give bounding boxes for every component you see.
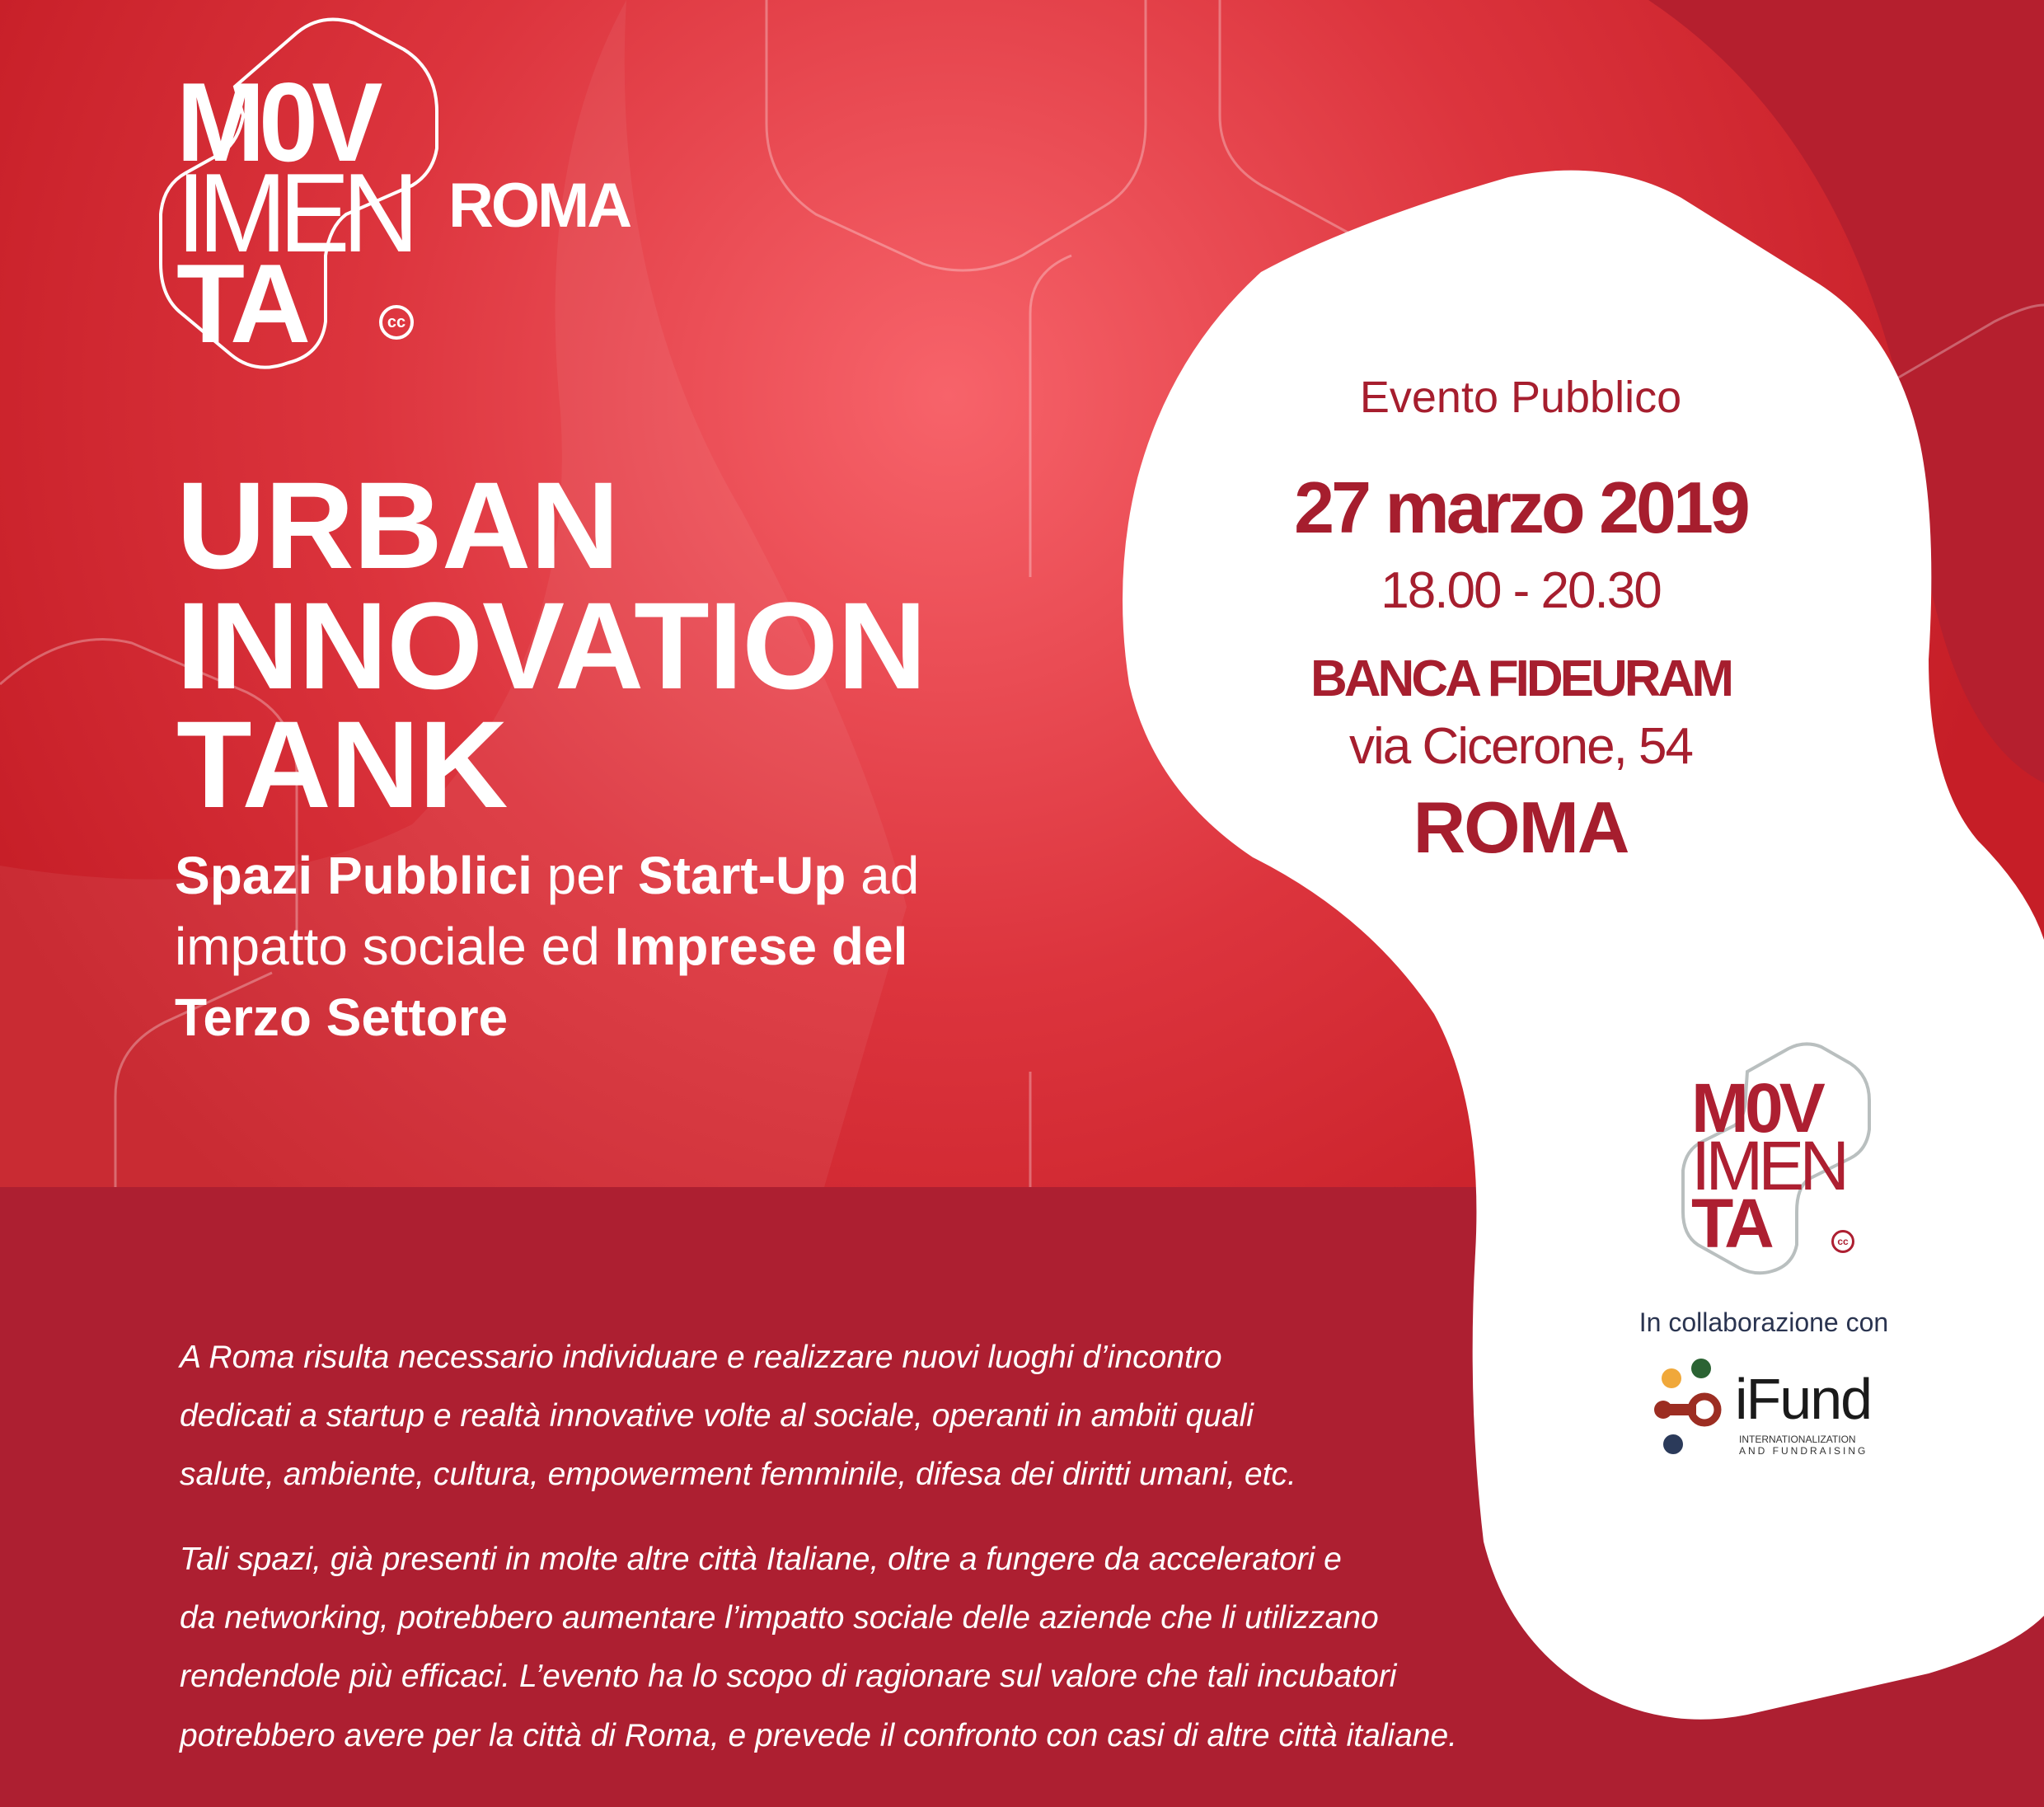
- cc-icon: cc: [1831, 1230, 1854, 1253]
- subtitle-text: Imprese del: [614, 917, 908, 976]
- subtitle-line-2: impatto sociale ed Imprese del: [175, 920, 907, 973]
- logo-hexagon-outline: [1681, 1042, 1871, 1275]
- subtitle-text: impatto sociale ed: [175, 917, 615, 976]
- subtitle-text: ad: [846, 846, 920, 905]
- logo-line-2: IMEN: [176, 150, 420, 275]
- ifund-logo: iFund INTERNATIONALIZATION AND FUNDRAISI…: [1648, 1352, 1887, 1463]
- event-info-panel: [1123, 170, 2044, 1720]
- subtitle-text: per: [532, 846, 638, 905]
- ifund-name: iFund: [1735, 1367, 1873, 1431]
- collab-label: In collaborazione con: [1638, 1307, 1889, 1337]
- logo-line-2: IMEN: [1691, 1127, 1849, 1204]
- description-line: rendendole più efficaci. L’evento ha lo …: [180, 1659, 1397, 1694]
- event-type: Evento Pubblico: [1359, 373, 1682, 422]
- subtitle-text: Spazi Pubblici: [175, 846, 532, 905]
- subtitle-text: Terzo Settore: [175, 988, 509, 1047]
- event-city: ROMA: [1413, 786, 1630, 868]
- title-line-1: URBAN: [176, 456, 620, 594]
- description-line: salute, ambiente, cultura, empowerment f…: [180, 1457, 1296, 1492]
- movimenta-logo: M0V IMEN TA cc: [157, 8, 618, 379]
- description-line: A Roma risulta necessario individuare e …: [180, 1340, 1222, 1375]
- cc-icon: cc: [379, 305, 414, 340]
- movimenta-logo-small: M0V IMEN TA cc: [1673, 1039, 1879, 1278]
- event-date: 27 marzo 2019: [1294, 467, 1751, 548]
- logo-line-1: M0V: [1691, 1069, 1826, 1147]
- logo-line-1: M0V: [176, 59, 382, 185]
- title-line-2: INNOVATION: [176, 576, 926, 715]
- logo-line-3: TA: [1691, 1185, 1774, 1262]
- description-line: Tali spazi, già presenti in molte altre …: [180, 1542, 1342, 1577]
- description-line: potrebbero avere per la città di Roma, e…: [180, 1718, 1458, 1753]
- description-line: dedicati a startup e realtà innovative v…: [180, 1398, 1254, 1434]
- subtitle-text: Start-Up: [637, 846, 846, 905]
- event-venue: BANCA FIDEURAM: [1310, 650, 1734, 707]
- subtitle-line-1: Spazi Pubblici per Start-Up ad: [175, 849, 919, 902]
- logo-line-3: TA: [176, 241, 311, 366]
- ifund-tagline-2: AND FUNDRAISING: [1739, 1445, 1868, 1457]
- ifund-dots-icon: [1654, 1359, 1722, 1454]
- event-time: 18.00 - 20.30: [1381, 562, 1662, 619]
- ifund-tagline-1: INTERNATIONALIZATION: [1739, 1434, 1856, 1445]
- logo-city: ROMA: [448, 171, 632, 241]
- description-line: da networking, potrebbero aumentare l’im…: [180, 1600, 1379, 1636]
- subtitle-line-3: Terzo Settore: [175, 991, 508, 1044]
- title-line-3: TANK: [176, 695, 508, 833]
- event-address: via Cicerone, 54: [1348, 718, 1694, 775]
- logo-hexagon-outline: [159, 17, 438, 369]
